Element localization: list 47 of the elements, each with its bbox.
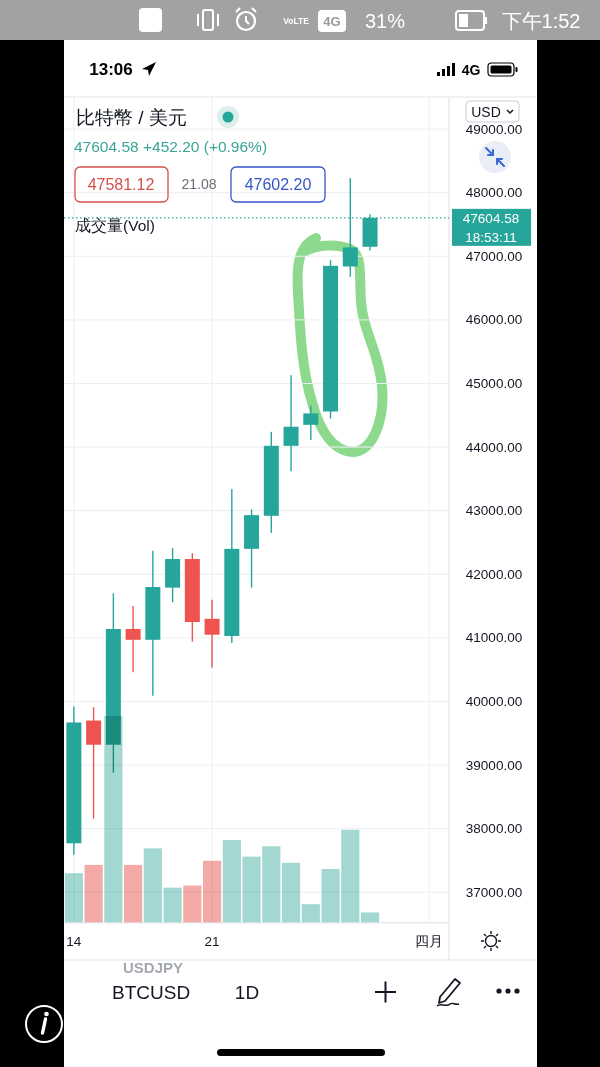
bar xyxy=(183,885,202,923)
text: 1D xyxy=(234,981,260,1003)
y-tick-label: 46000.00 xyxy=(465,312,523,328)
bar xyxy=(64,873,83,923)
candlestick xyxy=(204,599,220,669)
annotation: 47602.20 xyxy=(244,175,312,193)
bar xyxy=(124,864,143,923)
y-tick-label: 47000.00 xyxy=(465,248,523,264)
chart-title: 成交量(Vol) xyxy=(75,216,155,234)
y-tick-label: 37000.00 xyxy=(465,884,523,900)
text: VoLTE xyxy=(283,16,310,26)
x-tick-label: 21 xyxy=(204,933,220,949)
candlestick xyxy=(125,605,141,673)
y-tick-label: 48000.00 xyxy=(465,185,523,201)
text: 下午1:52 xyxy=(501,10,581,32)
bar xyxy=(281,862,301,923)
bar xyxy=(203,860,222,923)
candlestick xyxy=(303,405,319,441)
bar xyxy=(84,864,103,923)
annotation: 21.08 xyxy=(181,176,217,192)
x-tick-label: 14 xyxy=(66,933,82,949)
bar xyxy=(360,912,380,923)
bar xyxy=(143,848,162,923)
bar xyxy=(163,887,182,923)
text: 4G xyxy=(323,13,341,29)
text: 47604.58 +452.20 (+0.96%) xyxy=(74,137,268,155)
annotation: 47581.12 xyxy=(87,175,155,193)
text: 18:53:11 xyxy=(465,229,517,245)
ref-line-label: 47604.58 xyxy=(462,211,520,227)
candlestick xyxy=(283,374,299,472)
y-tick-label: 44000.00 xyxy=(465,439,523,455)
y-tick-label: 45000.00 xyxy=(465,375,523,391)
y-tick-label: 49000.00 xyxy=(465,121,523,137)
x-tick-label: 四月 xyxy=(415,933,444,949)
text: USDJPY xyxy=(122,958,184,976)
text: 比特幣 / 美元 xyxy=(76,106,187,128)
y-tick-label: 38000.00 xyxy=(465,821,523,837)
y-tick-label: 40000.00 xyxy=(465,693,523,709)
text: 31% xyxy=(364,10,406,32)
y-tick-label: 43000.00 xyxy=(465,503,523,519)
y-tick-label: 42000.00 xyxy=(465,566,523,582)
text: BTCUSD xyxy=(112,981,191,1003)
y-tick-label: 41000.00 xyxy=(465,630,523,646)
text: 13:06 xyxy=(89,59,133,79)
text: 4G xyxy=(461,62,481,78)
text: USD xyxy=(471,104,501,120)
y-tick-label: 39000.00 xyxy=(465,757,523,773)
